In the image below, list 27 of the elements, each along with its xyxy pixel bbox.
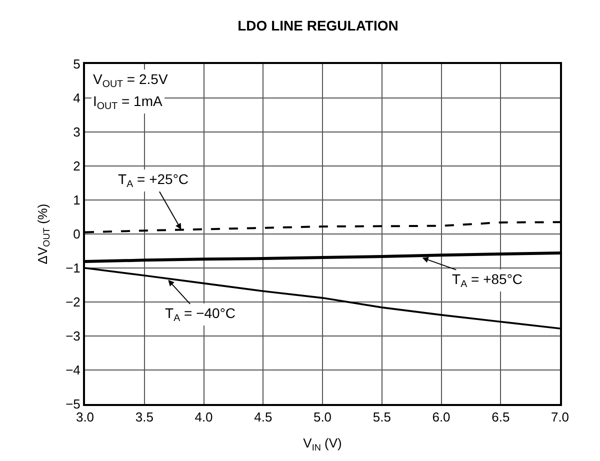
annotation: V$_{OUT}$ = 2.5V xyxy=(93,71,168,90)
annotation: I$_{OUT}$ = 1mA xyxy=(93,93,163,112)
x-axis-title: V$_{IN}$ (V) xyxy=(303,436,342,452)
y-tick-label: −5 xyxy=(66,396,80,412)
x-tick-label: 6.5 xyxy=(492,410,510,425)
y-tick-label: 4 xyxy=(73,90,80,106)
y-tick-label: 2 xyxy=(73,158,80,174)
x-tick-label: 5.0 xyxy=(313,410,332,425)
y-tick-label: 0 xyxy=(73,226,80,242)
x-tick-label: 5.5 xyxy=(372,410,391,425)
y-tick-label: 3 xyxy=(73,124,80,140)
y-tick-label: −3 xyxy=(66,328,80,344)
y-tick-label: −2 xyxy=(66,294,80,310)
x-tick-label: 4.0 xyxy=(194,410,213,425)
annotation: T$_{A}$ = +85°C xyxy=(452,271,523,290)
x-tick-label: 3.0 xyxy=(76,410,94,425)
x-tick-label: 4.5 xyxy=(254,410,272,425)
x-tick-label: 7.0 xyxy=(550,410,570,425)
chart-title: LDO LINE REGULATION xyxy=(238,18,398,34)
x-tick-label: 6.0 xyxy=(432,410,450,425)
annotation: T$_{A}$ = −40°C xyxy=(165,305,236,324)
x-tick-label: 3.5 xyxy=(135,410,154,425)
annotation: T$_{A}$ = +25°C xyxy=(118,171,189,190)
y-tick-label: −4 xyxy=(66,362,80,378)
y-tick-label: 5 xyxy=(73,56,80,72)
y-tick-label: −1 xyxy=(66,260,80,276)
y-tick-label: 1 xyxy=(73,192,80,208)
